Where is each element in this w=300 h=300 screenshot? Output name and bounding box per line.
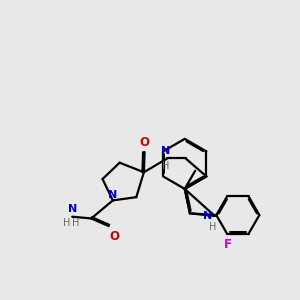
- Text: H: H: [63, 218, 71, 228]
- Text: N: N: [68, 204, 77, 214]
- Text: N: N: [203, 211, 212, 221]
- Text: N: N: [161, 146, 171, 156]
- Text: H: H: [209, 222, 217, 232]
- Text: H: H: [162, 161, 170, 171]
- Text: O: O: [110, 230, 119, 243]
- Text: F: F: [224, 238, 232, 251]
- Text: N: N: [108, 190, 118, 200]
- Text: H: H: [72, 218, 80, 228]
- Text: O: O: [140, 136, 150, 149]
